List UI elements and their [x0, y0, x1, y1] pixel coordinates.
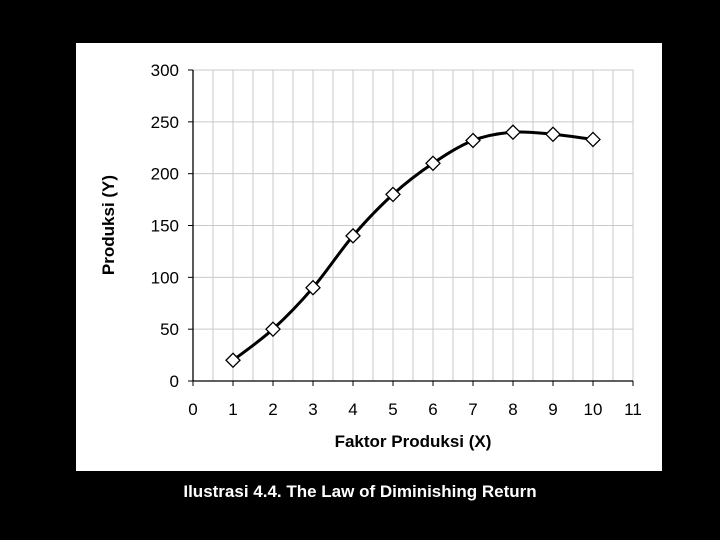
data-point-marker [305, 279, 321, 296]
y-axis-title: Produksi (Y) [99, 175, 118, 275]
x-tick-label: 6 [428, 400, 437, 419]
data-point-marker [385, 186, 401, 203]
y-tick-labels: 0 50 100 150 200 250 300 [151, 61, 179, 391]
data-point-marker [425, 155, 441, 172]
y-tick-label: 250 [151, 113, 179, 132]
figure-caption: Ilustrasi 4.4. The Law of Diminishing Re… [183, 482, 537, 501]
x-tick-label: 0 [188, 400, 197, 419]
data-point-marker [505, 124, 521, 141]
x-tick-label: 4 [348, 400, 357, 419]
series-line [232, 130, 594, 362]
x-tick-label: 3 [308, 400, 317, 419]
chart-svg: 0 1 2 3 4 5 6 7 8 9 10 11 0 50 100 150 200 250 300 Faktor… [99, 61, 642, 451]
y-tick-label: 300 [151, 61, 179, 80]
x-tick-labels: 0 1 2 3 4 5 6 7 8 9 10 11 [188, 400, 642, 419]
data-point-marker [545, 126, 561, 143]
x-tick-label: 7 [468, 400, 477, 419]
x-tick-label: 9 [548, 400, 557, 419]
data-point-marker [345, 227, 361, 244]
data-point-marker [585, 131, 601, 148]
plot-axes [188, 69, 634, 386]
x-tick-label: 8 [508, 400, 517, 419]
chart-panel: 0 1 2 3 4 5 6 7 8 9 10 11 0 50 100 150 200 250 300 Faktor… [76, 43, 662, 471]
data-point-marker [225, 352, 241, 369]
data-point-marker [265, 321, 281, 338]
grid-lines [193, 69, 634, 381]
data-point-marker [465, 132, 481, 149]
x-tick-label: 5 [388, 400, 397, 419]
x-axis-title: Faktor Produksi (X) [335, 432, 492, 451]
y-tick-label: 50 [160, 320, 179, 339]
x-tick-label: 10 [584, 400, 603, 419]
x-tick-label: 1 [228, 400, 237, 419]
y-tick-label: 0 [170, 372, 179, 391]
y-tick-label: 200 [151, 165, 179, 184]
x-tick-label: 11 [624, 400, 642, 419]
x-tick-label: 2 [268, 400, 277, 419]
y-tick-label: 100 [151, 268, 179, 287]
y-tick-label: 150 [151, 217, 179, 236]
series-layer [225, 124, 601, 369]
